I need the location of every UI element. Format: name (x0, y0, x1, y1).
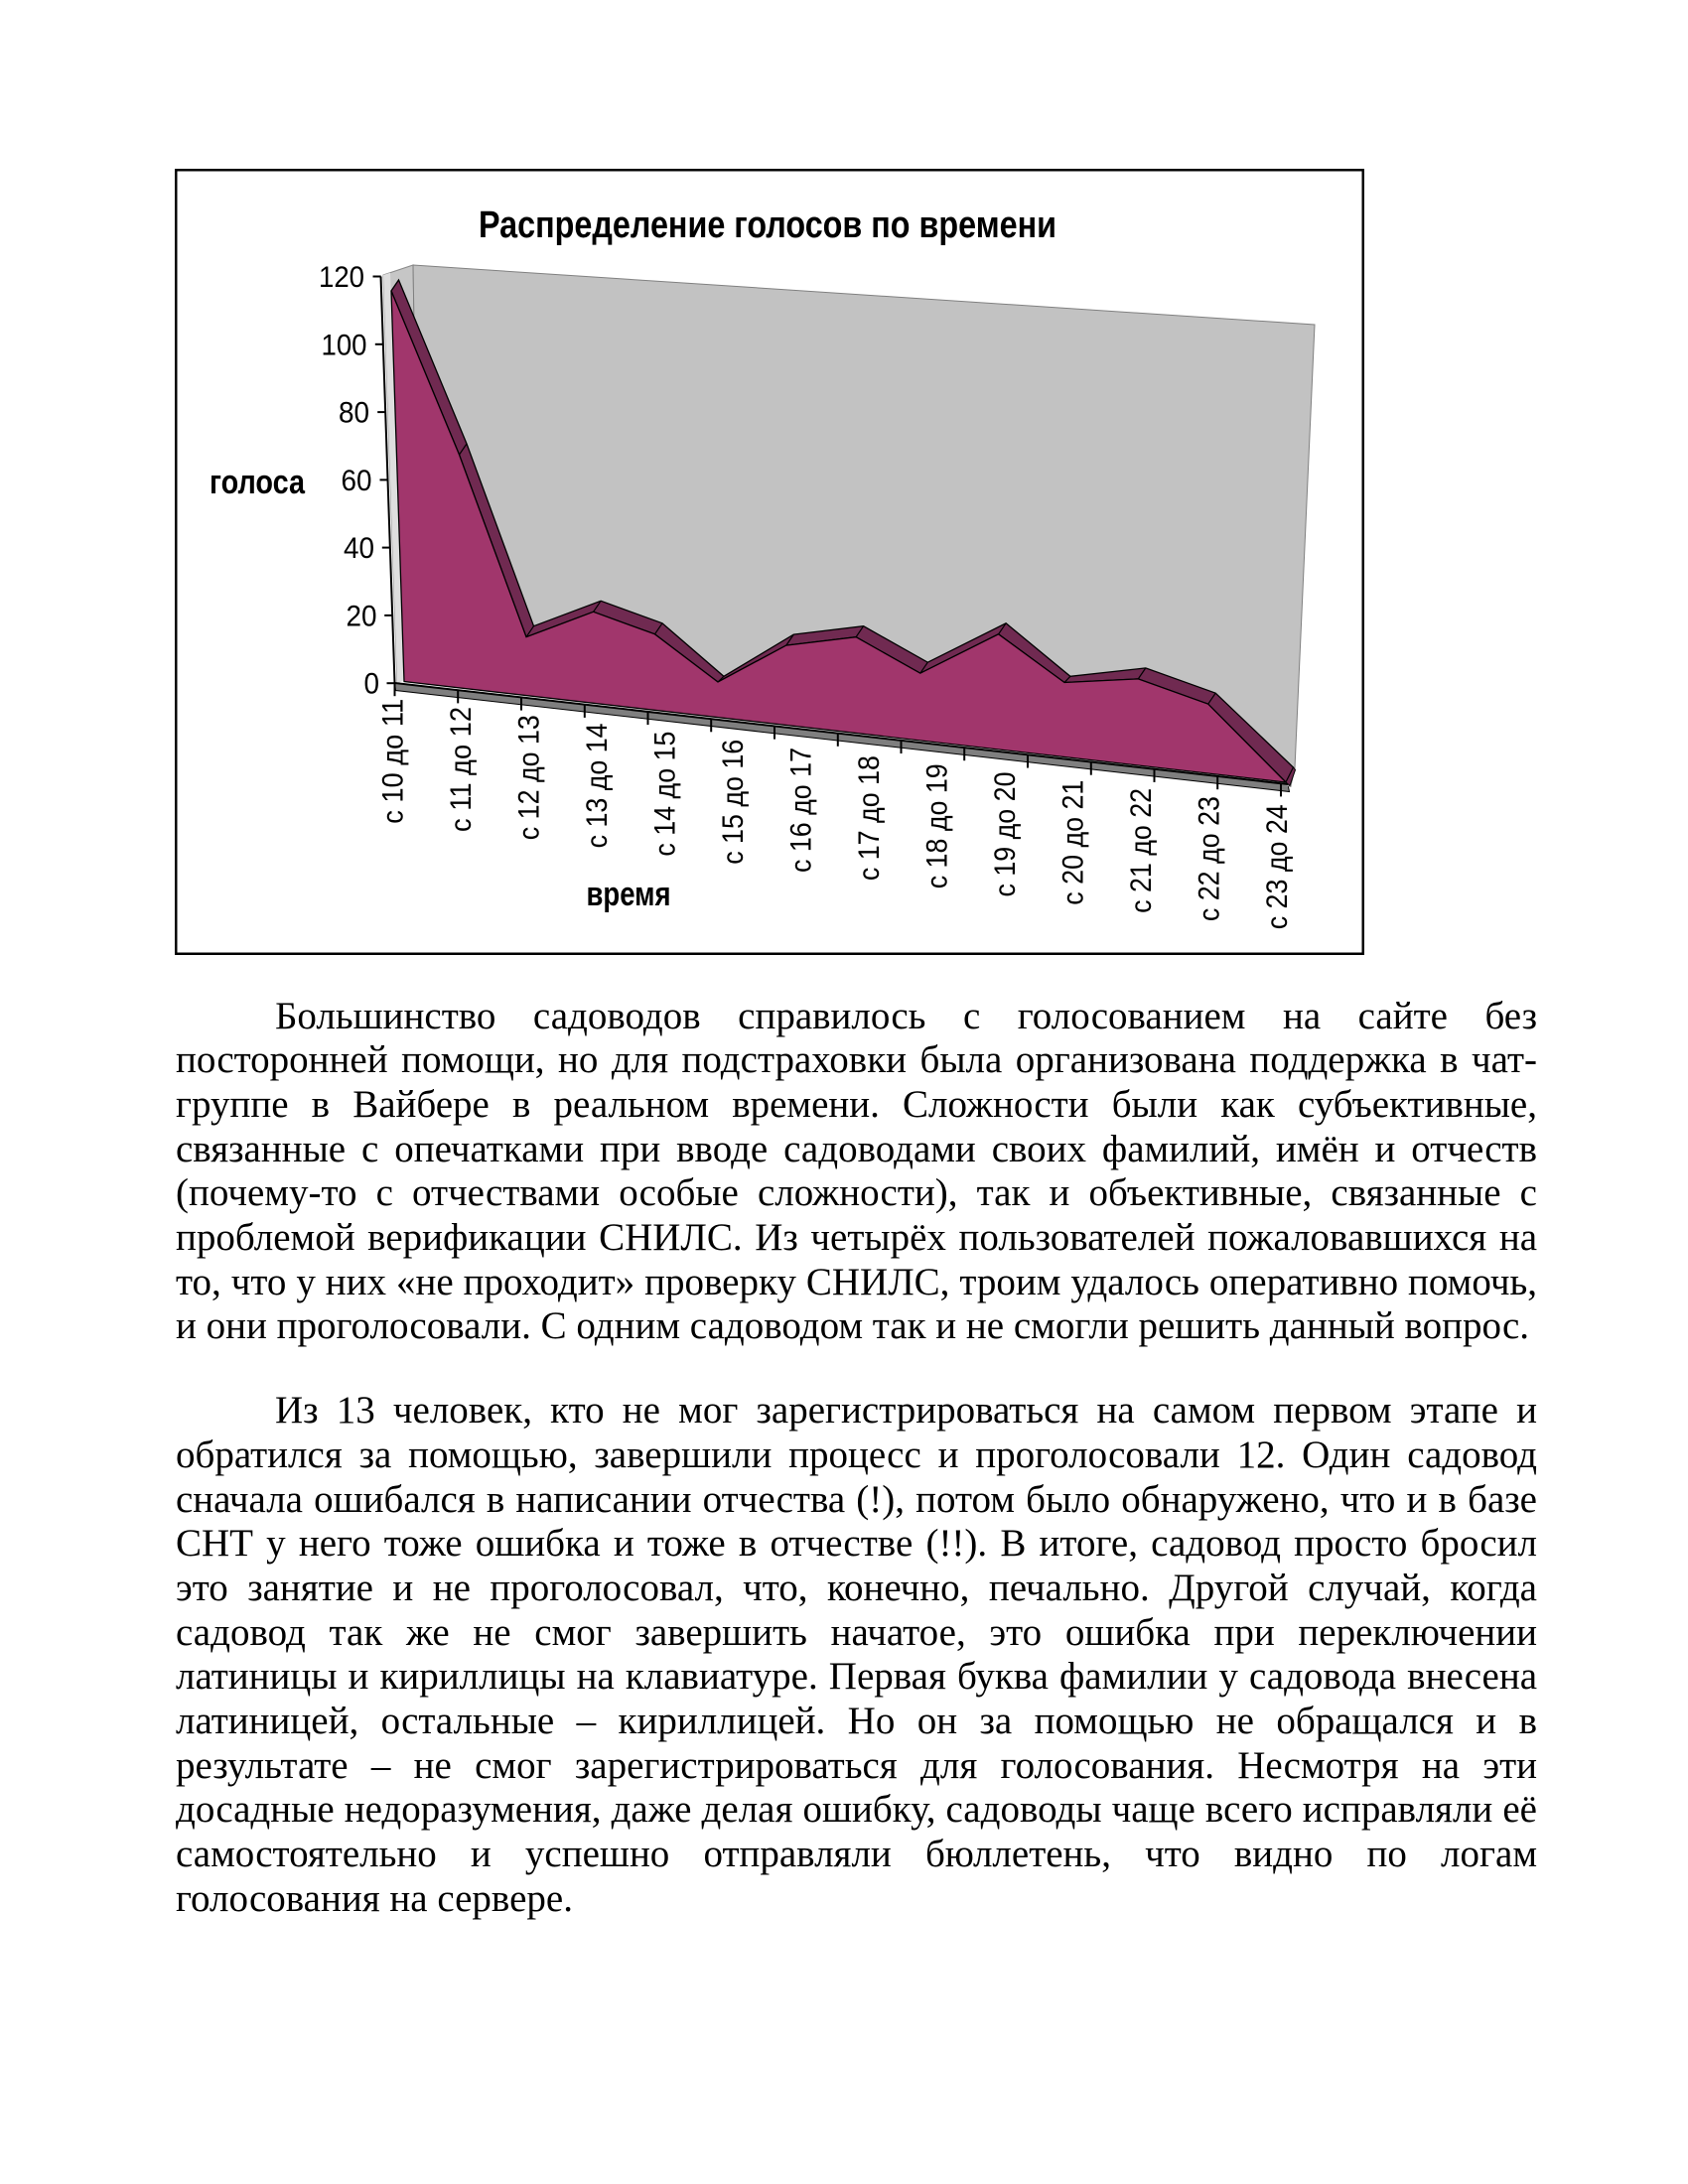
svg-text:100: 100 (322, 329, 367, 361)
svg-text:с 20 до 21: с 20 до 21 (1056, 780, 1089, 905)
svg-text:с 23 до 24: с 23 до 24 (1261, 804, 1294, 929)
svg-text:с 22 до 23: с 22 до 23 (1193, 796, 1225, 921)
svg-text:40: 40 (344, 532, 374, 565)
svg-text:с 14 до 15: с 14 до 15 (649, 732, 682, 857)
svg-text:с 19 до 20: с 19 до 20 (989, 772, 1022, 897)
svg-text:Распределение голосов по време: Распределение голосов по времени (479, 205, 1056, 246)
svg-text:с 21 до 22: с 21 до 22 (1125, 788, 1158, 913)
svg-text:с 11 до 12: с 11 до 12 (445, 707, 478, 832)
svg-text:80: 80 (339, 397, 369, 430)
svg-text:с 12 до 13: с 12 до 13 (513, 715, 546, 840)
svg-text:60: 60 (342, 465, 372, 497)
svg-text:время: время (587, 876, 671, 913)
svg-text:20: 20 (347, 600, 377, 632)
svg-text:с 17 до 18: с 17 до 18 (853, 755, 886, 881)
svg-text:с 18 до 19: с 18 до 19 (920, 763, 953, 888)
svg-text:голоса: голоса (210, 464, 306, 501)
svg-text:120: 120 (319, 261, 364, 294)
svg-text:с 10 до 11: с 10 до 11 (377, 699, 410, 824)
svg-text:с 15 до 16: с 15 до 16 (717, 740, 750, 865)
svg-text:с 16 до 17: с 16 до 17 (785, 748, 818, 873)
svg-text:с 13 до 14: с 13 до 14 (581, 723, 614, 848)
svg-text:0: 0 (364, 668, 380, 701)
